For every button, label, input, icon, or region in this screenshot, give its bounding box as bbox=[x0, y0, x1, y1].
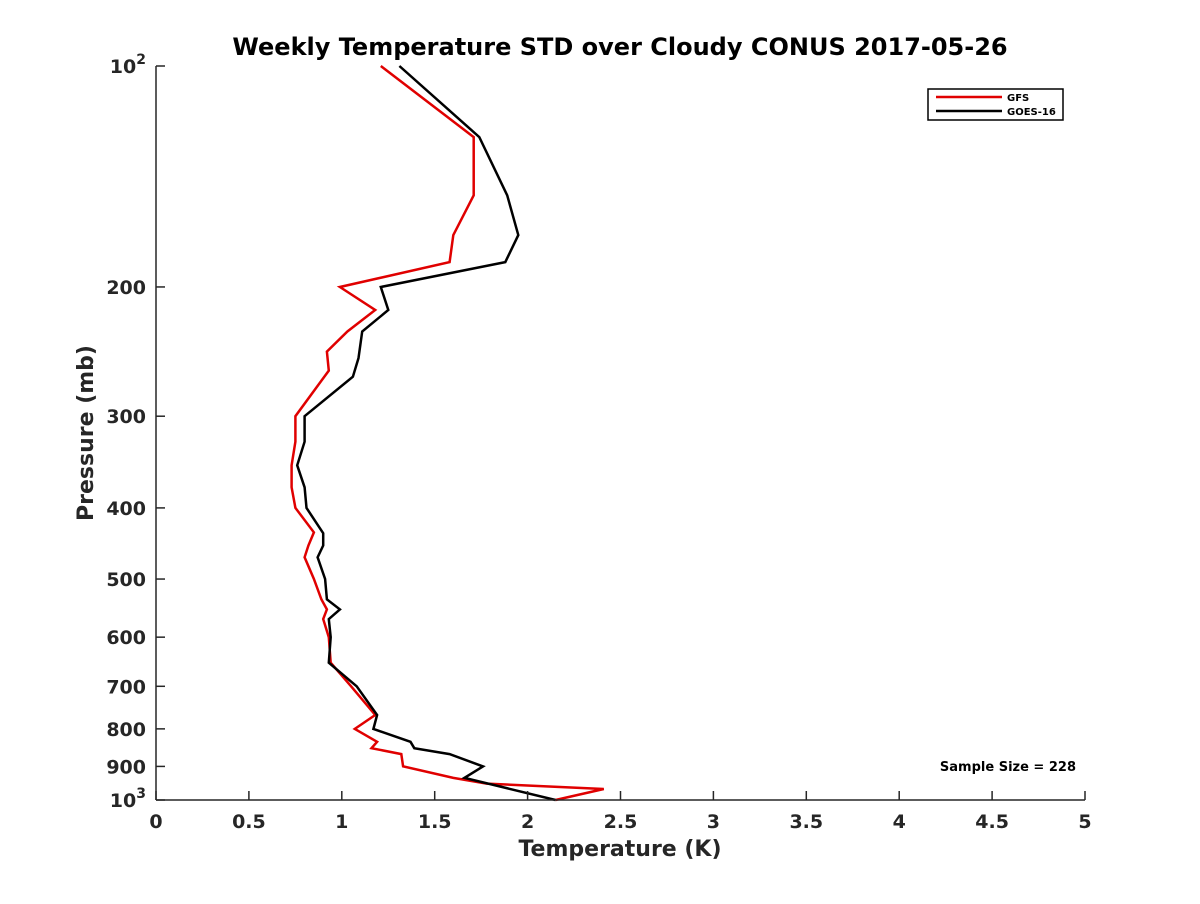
y-tick-label: 400 bbox=[106, 498, 146, 520]
y-tick-label: 800 bbox=[106, 719, 146, 741]
y-tick-label: 700 bbox=[106, 676, 146, 698]
x-tick-label: 3.5 bbox=[789, 811, 823, 833]
x-axis-title: Temperature (K) bbox=[518, 837, 721, 862]
x-tick-label: 5 bbox=[1078, 811, 1091, 833]
x-tick-label: 1 bbox=[335, 811, 348, 833]
y-tick-label: 500 bbox=[106, 569, 146, 591]
y-axis-title: Pressure (mb) bbox=[74, 345, 99, 521]
chart-title: Weekly Temperature STD over Cloudy CONUS… bbox=[232, 33, 1007, 61]
legend-label-goes16: GOES-16 bbox=[1007, 107, 1056, 118]
legend-box bbox=[927, 88, 1064, 121]
series-line-gfs bbox=[290, 65, 605, 802]
sample-size-annotation: Sample Size = 228 bbox=[940, 760, 1076, 775]
y-tick-label: 900 bbox=[106, 756, 146, 778]
y-tick-label: 300 bbox=[106, 406, 146, 428]
x-tick-label: 2 bbox=[521, 811, 534, 833]
y-tick-label: 600 bbox=[106, 627, 146, 649]
x-tick-label: 3 bbox=[707, 811, 720, 833]
x-tick-label: 4.5 bbox=[975, 811, 1009, 833]
x-tick-label: 0.5 bbox=[232, 811, 266, 833]
x-tick-label: 4 bbox=[893, 811, 906, 833]
legend: GFS GOES-16 bbox=[927, 88, 1064, 121]
x-tick-label: 0 bbox=[149, 811, 162, 833]
y-tick-label: 102 bbox=[110, 52, 146, 78]
y-ticks: 102 200 300 400 500 600 700 800 900 103 bbox=[106, 52, 165, 812]
series-line-goes16 bbox=[295, 65, 556, 802]
series-layer bbox=[290, 65, 605, 802]
x-tick-label: 1.5 bbox=[418, 811, 452, 833]
legend-label-gfs: GFS bbox=[1007, 93, 1029, 104]
x-tick-label: 2.5 bbox=[604, 811, 638, 833]
y-tick-label: 103 bbox=[110, 786, 146, 812]
x-ticks: 0 0.5 1 1.5 2 2.5 3 3.5 4 4.5 5 bbox=[149, 791, 1092, 833]
y-tick-label: 200 bbox=[106, 277, 146, 299]
